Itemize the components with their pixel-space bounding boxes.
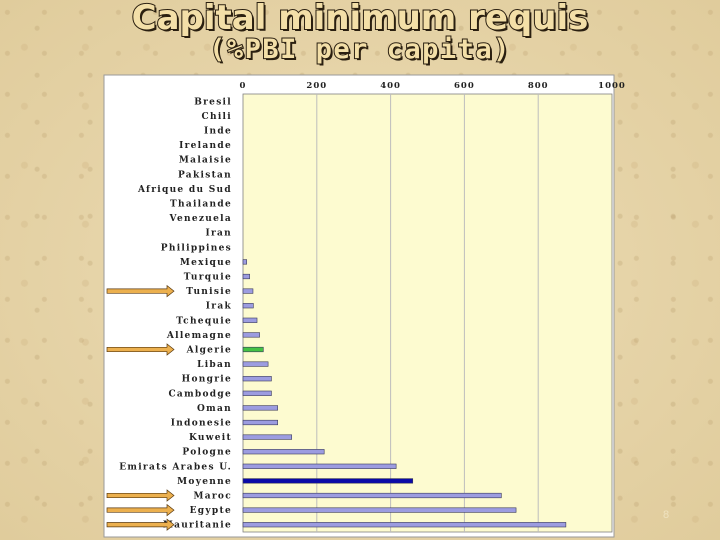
- arrow-marker: [106, 489, 175, 502]
- bar: [242, 419, 278, 426]
- category-label: Afrique du Sud: [137, 185, 232, 195]
- category-label: Pologne: [182, 448, 232, 458]
- plot-area: [242, 93, 613, 533]
- chart-subtitle: (%PBI per capita): [208, 33, 511, 66]
- bar: [242, 478, 414, 484]
- category-label: Oman: [197, 404, 232, 414]
- category-label: Kuweit: [189, 433, 232, 443]
- category-label: Indonesie: [171, 419, 232, 429]
- x-tick-labels: 0 200 400 600 800 1000: [240, 81, 626, 91]
- bar: [242, 449, 325, 455]
- x-tick-label: 0: [240, 81, 247, 91]
- slide-number: 8: [663, 509, 670, 521]
- category-label: Egypte: [190, 506, 232, 516]
- bar: [242, 434, 293, 440]
- category-label: Irelande: [179, 141, 232, 151]
- bars: [242, 259, 567, 528]
- bar: [242, 259, 247, 265]
- bar: [242, 361, 269, 367]
- category-label: Inde: [204, 127, 232, 137]
- category-label: Bresil: [194, 97, 232, 107]
- bar: [242, 288, 254, 294]
- category-label: Mexique: [180, 258, 232, 268]
- category-label: Emirats Arabes U.: [119, 462, 232, 472]
- bar: [242, 492, 502, 499]
- x-tick-label: 400: [380, 81, 401, 91]
- bar: [242, 303, 254, 309]
- category-label: Tunisie: [186, 287, 232, 297]
- category-label: Chili: [202, 112, 232, 122]
- category-label: Liban: [197, 360, 232, 370]
- x-tick-label: 800: [528, 81, 549, 91]
- category-label: Irak: [206, 302, 232, 312]
- category-label: Turquie: [184, 273, 232, 283]
- arrow-marker: [106, 284, 175, 298]
- category-label: Malaisie: [179, 156, 232, 166]
- category-label: Cambodge: [168, 389, 232, 399]
- bar: [242, 376, 272, 382]
- arrow-markers: [106, 284, 175, 531]
- chart-title: Capital minimum requis: [131, 0, 590, 39]
- category-label: Philippines: [161, 243, 232, 253]
- x-tick-label: 600: [454, 81, 475, 91]
- bar: [242, 463, 397, 469]
- bar: [242, 390, 272, 396]
- category-label: Thailande: [170, 200, 232, 210]
- bar: [242, 317, 258, 323]
- x-tick-label: 200: [306, 81, 327, 91]
- bar: [242, 273, 250, 280]
- bar: [242, 507, 517, 513]
- category-label: Iran: [205, 229, 232, 239]
- category-label: Mauritanie: [163, 521, 232, 531]
- gridlines: [316, 94, 539, 532]
- category-label: Hongrie: [182, 375, 232, 385]
- arrow-marker: [106, 518, 175, 531]
- category-label: Pakistan: [178, 170, 232, 180]
- category-label: Venezuela: [169, 214, 232, 224]
- bar: [242, 346, 264, 353]
- category-labels: Bresil Chili Inde Irelande Malaisie Pakistan A…: [119, 97, 232, 531]
- category-label: Allemagne: [166, 331, 232, 341]
- category-label: Maroc: [193, 492, 232, 502]
- category-label: Moyenne: [177, 477, 232, 487]
- bar: [242, 332, 260, 338]
- category-label: Tchequie: [176, 316, 232, 326]
- category-label: Algerie: [186, 346, 232, 356]
- bar: [242, 522, 567, 528]
- arrow-marker: [106, 503, 175, 517]
- bar: [242, 405, 278, 411]
- arrow-marker: [106, 343, 175, 356]
- x-tick-label: 1000: [598, 81, 626, 91]
